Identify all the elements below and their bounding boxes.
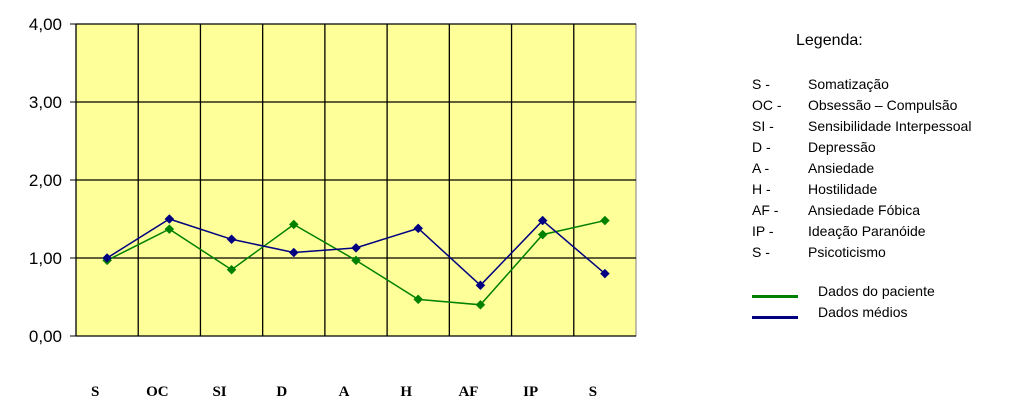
legend-item-name: Somatização [808, 76, 889, 92]
y-tick-label: 1,00 [29, 249, 62, 268]
legend-item-code: D - [752, 139, 771, 155]
legend-series-swatch [752, 316, 798, 319]
legend-item-name: Depressão [808, 139, 876, 155]
data-point-marker [351, 243, 361, 253]
x-tick-label: S [91, 384, 99, 398]
x-tick-label: AF [458, 384, 478, 398]
legend-item-name: Psicoticismo [808, 244, 886, 260]
data-point-marker [288, 219, 299, 230]
legend-item-code: S - [752, 76, 770, 92]
legend-item-name: Hostilidade [808, 181, 878, 197]
legend-item-code: S - [752, 244, 770, 260]
data-point-marker [102, 253, 112, 263]
legend-item-code: IP - [752, 223, 774, 239]
y-tick-label: 2,00 [29, 171, 62, 190]
legend-item-name: Ideação Paranóide [808, 223, 926, 239]
legend-item-code: H - [752, 181, 771, 197]
y-tick-label: 3,00 [29, 93, 62, 112]
data-point-marker [164, 214, 175, 224]
x-tick-label: OC [146, 384, 169, 398]
legend-title: Legenda: [796, 32, 863, 49]
legend-item-code: OC - [752, 97, 782, 113]
legend-series-name: Dados do paciente [818, 283, 935, 299]
data-point-marker [475, 280, 486, 291]
data-point-marker [226, 234, 237, 245]
data-point-marker [537, 215, 548, 226]
data-point-marker [475, 299, 486, 310]
legend-series-swatch [752, 295, 798, 298]
legend-item-code: A - [752, 160, 770, 176]
legend-item-name: Ansiedade Fóbica [808, 202, 921, 218]
data-point-marker [600, 215, 610, 226]
y-tick-label: 4,00 [29, 15, 62, 34]
data-point-marker [226, 264, 237, 275]
data-point-marker [164, 224, 175, 234]
legend-item-code: AF - [752, 202, 779, 218]
legend-item-code: SI - [752, 118, 774, 134]
data-point-marker [413, 223, 424, 234]
x-tick-label: IP [523, 384, 538, 398]
line-chart: 0,00 1,00 2,00 3,00 4,00 S OC SI D A H AF IP S [29, 15, 637, 398]
legend-series-name: Dados médios [818, 304, 908, 320]
x-tick-label: A [339, 384, 350, 398]
data-point-marker [413, 294, 424, 305]
data-point-marker [600, 268, 610, 279]
x-tick-label: H [400, 384, 412, 398]
x-tick-label: D [276, 384, 287, 398]
x-tick-label: S [589, 384, 597, 398]
data-point-marker [537, 229, 548, 240]
legend-item-name: Ansiedade [808, 160, 875, 176]
data-point-marker [288, 247, 299, 258]
x-tick-label: SI [212, 384, 226, 398]
data-point-marker [351, 255, 361, 266]
y-tick-label: 0,00 [29, 327, 62, 346]
legend-item-name: Sensibilidade Interpessoal [808, 118, 972, 134]
legend-item-name: Obsessão – Compulsão [808, 97, 958, 113]
